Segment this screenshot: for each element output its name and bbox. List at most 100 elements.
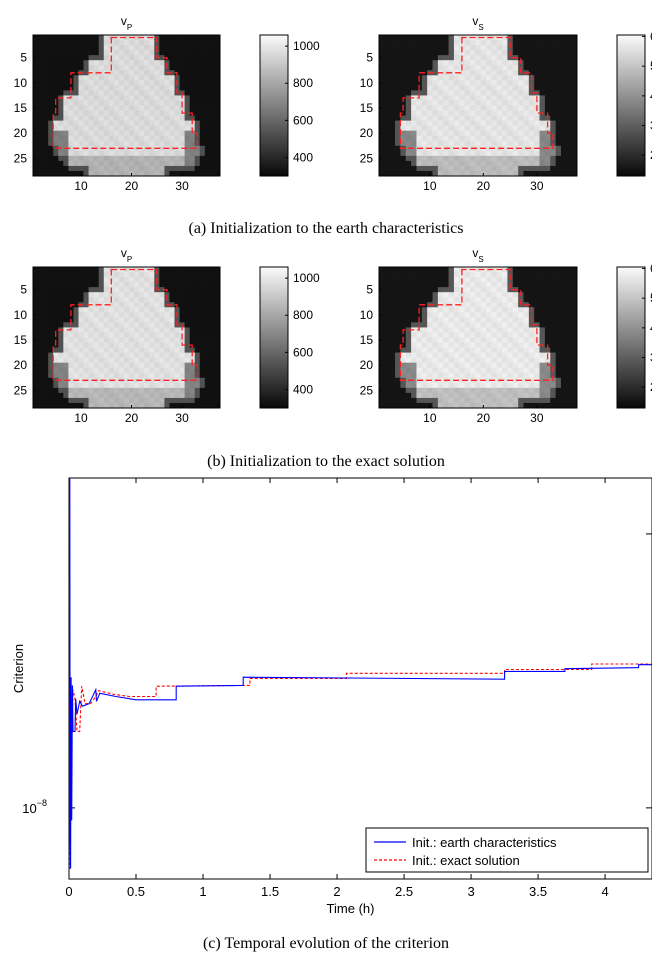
heatmap-cell xyxy=(400,362,407,369)
heatmap-cell xyxy=(38,95,44,101)
heatmap-cell xyxy=(63,150,69,157)
heatmap-cell xyxy=(134,125,140,132)
heatmap-cell xyxy=(528,362,535,369)
heatmap-cell xyxy=(491,150,498,157)
y-tick-label: 5 xyxy=(366,51,373,65)
heatmap-cell xyxy=(443,75,449,81)
heatmap-cell xyxy=(464,317,471,323)
heatmap-cell xyxy=(566,170,572,177)
heatmap-cell xyxy=(539,372,546,379)
heatmap-cell xyxy=(389,337,396,343)
heatmap-cell xyxy=(395,45,401,51)
heatmap-cell xyxy=(496,382,503,389)
heatmap-cell xyxy=(437,282,444,288)
heatmap-cell xyxy=(427,120,433,126)
heatmap-cell xyxy=(539,65,546,71)
heatmap-cell xyxy=(169,322,175,328)
heatmap-cell xyxy=(98,160,105,167)
heatmap-cell xyxy=(421,352,428,358)
heatmap-cell xyxy=(38,150,44,157)
heatmap-cell xyxy=(134,45,140,51)
heatmap-cell xyxy=(129,352,135,358)
heatmap-cell xyxy=(189,397,196,404)
heatmap-cell xyxy=(174,272,180,278)
heatmap-cell xyxy=(169,302,175,308)
heatmap-cell xyxy=(469,140,476,147)
heatmap-cell xyxy=(432,352,439,358)
heatmap-cell xyxy=(43,115,49,121)
heatmap-cell xyxy=(544,272,551,278)
heatmap-cell xyxy=(486,357,492,364)
heatmap-cell xyxy=(63,85,69,91)
heatmap-cell xyxy=(389,35,396,41)
heatmap-cell xyxy=(73,125,79,132)
heatmap-cell xyxy=(43,60,49,66)
heatmap-cell xyxy=(571,377,578,384)
heatmap-cell xyxy=(179,65,185,71)
heatmap-cell xyxy=(33,135,39,142)
heatmap-cell xyxy=(555,297,562,303)
heatmap-cell xyxy=(194,85,201,91)
heatmap-cell xyxy=(384,140,391,147)
heatmap-cell xyxy=(103,165,110,172)
heatmap-cell xyxy=(88,40,94,46)
heatmap-cell xyxy=(469,115,476,121)
heatmap-cell xyxy=(491,135,498,142)
heatmap-cell xyxy=(427,155,433,162)
heatmap-cell xyxy=(389,372,396,379)
heatmap-cell xyxy=(174,402,180,409)
heatmap-cell xyxy=(139,327,145,333)
heatmap-cell xyxy=(486,362,492,369)
heatmap-cell xyxy=(400,287,407,293)
heatmap-cell xyxy=(139,70,145,76)
heatmap-cell xyxy=(560,110,567,116)
heatmap-cell xyxy=(400,155,407,162)
heatmap-cell xyxy=(38,120,44,126)
heatmap-cell xyxy=(539,287,546,293)
heatmap-cell xyxy=(123,145,130,152)
heatmap-cell xyxy=(78,35,84,41)
heatmap-cell xyxy=(68,402,74,409)
heatmap-cell xyxy=(464,397,471,404)
heatmap-cell xyxy=(68,155,74,162)
heatmap-cell xyxy=(53,65,59,71)
heatmap-cell xyxy=(93,85,100,91)
heatmap-cell xyxy=(189,337,196,343)
heatmap-cell xyxy=(544,327,551,333)
heatmap-cell xyxy=(48,342,54,348)
heatmap-cell xyxy=(421,342,428,348)
heatmap-cell xyxy=(502,327,508,333)
heatmap-cell xyxy=(159,150,165,157)
heatmap-cell xyxy=(379,50,385,56)
heatmap-cell xyxy=(432,327,439,333)
heatmap-cell xyxy=(411,130,417,137)
heatmap-cell xyxy=(395,130,401,137)
heatmap-cell xyxy=(58,387,64,394)
heatmap-cell xyxy=(123,110,130,116)
heatmap-cell xyxy=(53,150,59,157)
heatmap-cell xyxy=(134,287,140,293)
heatmap-cell xyxy=(194,277,201,283)
heatmap-cell xyxy=(560,302,567,308)
heatmap-cell xyxy=(199,402,206,409)
heatmap-cell xyxy=(154,140,160,147)
heatmap-cell xyxy=(507,155,514,162)
heatmap-cell xyxy=(480,45,487,51)
heatmap-cell xyxy=(395,292,401,298)
heatmap-cell xyxy=(453,60,460,66)
heatmap-cell xyxy=(459,160,465,167)
heatmap-cell xyxy=(48,95,54,101)
heatmap-cell xyxy=(534,287,540,293)
heatmap-cell xyxy=(496,332,503,338)
heatmap-cell xyxy=(129,140,135,147)
heatmap-cell xyxy=(184,342,191,348)
heatmap-cell xyxy=(544,165,551,172)
heatmap-cell xyxy=(389,292,396,298)
heatmap-cell xyxy=(475,267,482,273)
heatmap-cell xyxy=(453,352,460,358)
heatmap-cell xyxy=(58,120,64,126)
heatmap-cell xyxy=(58,115,64,121)
heatmap-cell xyxy=(571,312,578,318)
heatmap-cell xyxy=(437,90,444,96)
heatmap-cell xyxy=(475,367,482,374)
